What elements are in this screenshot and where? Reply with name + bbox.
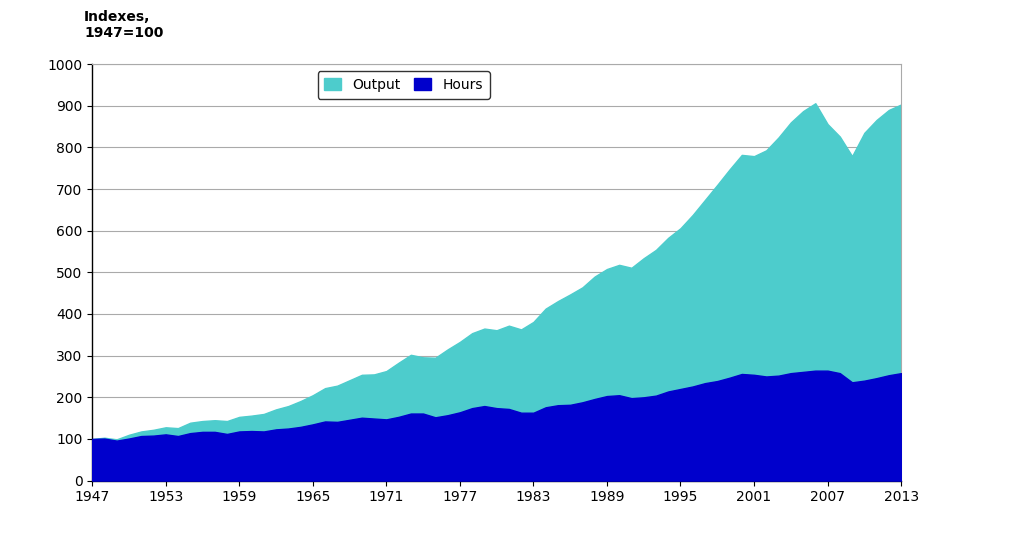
Text: Indexes,
1947=100: Indexes, 1947=100 (84, 10, 164, 40)
Legend: Output, Hours: Output, Hours (317, 71, 489, 99)
